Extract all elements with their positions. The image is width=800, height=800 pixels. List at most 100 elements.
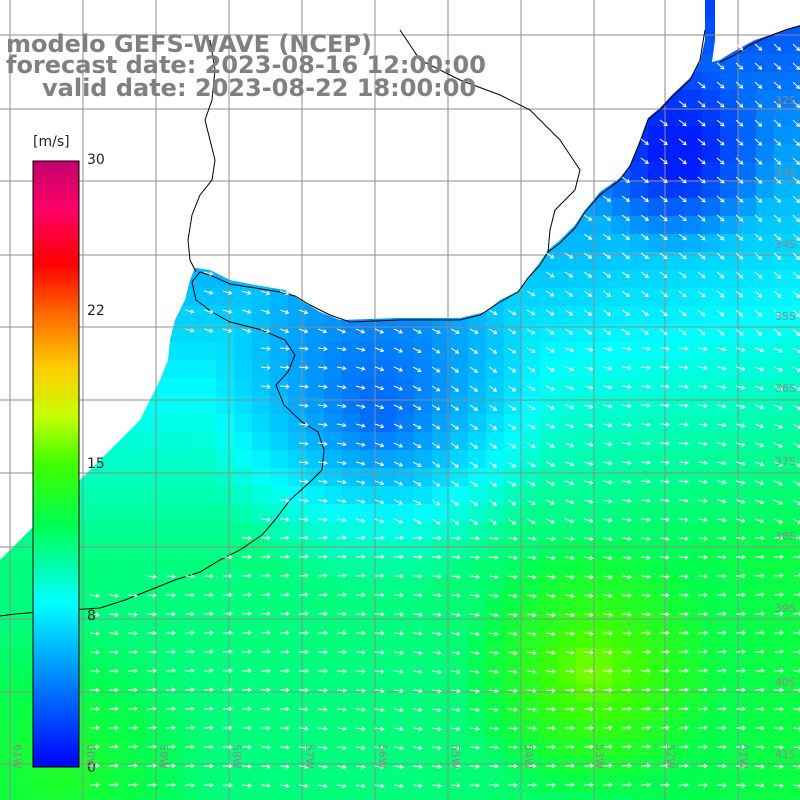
field-cell — [630, 216, 649, 235]
field-cell — [792, 432, 800, 451]
wind-arrow — [184, 763, 195, 769]
field-cell — [648, 774, 667, 793]
wind-arrow — [564, 725, 575, 731]
field-cell — [756, 108, 775, 127]
wind-arrow — [621, 782, 632, 787]
field-cell — [540, 702, 559, 721]
field-cell — [630, 738, 649, 757]
field-cell — [378, 756, 397, 775]
field-cell — [216, 540, 235, 559]
wind-arrow — [260, 764, 271, 769]
field-cell — [576, 432, 595, 451]
wind-arrow — [678, 403, 689, 408]
wind-arrow — [564, 650, 575, 655]
field-cell — [432, 630, 451, 649]
wind-arrow — [355, 347, 366, 352]
wind-arrow — [773, 461, 784, 467]
wind-arrow — [716, 403, 727, 409]
field-cell — [522, 486, 541, 505]
wind-arrow — [583, 347, 594, 352]
field-cell — [306, 756, 325, 775]
field-cell — [432, 558, 451, 577]
wind-arrow — [184, 744, 195, 750]
wind-arrow — [374, 745, 385, 751]
field-cell — [162, 666, 181, 685]
field-cell — [738, 288, 757, 307]
field-cell — [378, 360, 397, 379]
field-cell — [504, 432, 523, 451]
field-cell — [684, 324, 703, 343]
wind-arrow — [545, 650, 556, 656]
field-cell — [648, 486, 667, 505]
field-cell — [216, 774, 235, 793]
field-cell — [612, 414, 631, 433]
field-cell — [738, 702, 757, 721]
wind-arrow — [697, 706, 708, 711]
field-cell — [396, 504, 415, 523]
field-cell — [162, 522, 181, 541]
field-cell — [432, 738, 451, 757]
field-cell — [630, 234, 649, 253]
field-cell — [576, 702, 595, 721]
wind-arrow — [469, 366, 479, 373]
field-cell — [126, 522, 145, 541]
wind-arrow — [640, 725, 651, 730]
wind-arrow — [507, 499, 517, 506]
wind-arrow — [621, 403, 632, 409]
wind-arrow — [355, 573, 366, 579]
wind-arrow — [279, 290, 290, 296]
field-cell — [180, 594, 199, 613]
wind-arrow — [469, 669, 480, 675]
wind-arrow — [621, 536, 632, 542]
field-cell — [666, 306, 685, 325]
field-cell — [324, 738, 343, 757]
field-cell — [792, 198, 800, 217]
field-cell — [162, 684, 181, 703]
field-cell — [756, 396, 775, 415]
field-cell — [594, 378, 613, 397]
field-cell — [342, 450, 361, 469]
field-cell — [108, 792, 127, 800]
field-cell — [684, 198, 703, 217]
field-cell — [738, 792, 757, 800]
wind-arrow — [564, 385, 575, 391]
wind-arrow — [564, 536, 575, 542]
field-cell — [702, 792, 721, 800]
field-cell — [738, 594, 757, 613]
wind-arrow — [697, 687, 708, 692]
wind-arrow — [336, 498, 347, 504]
field-cell — [720, 396, 739, 415]
wind-arrow — [336, 365, 347, 371]
wind-arrow — [507, 555, 518, 561]
field-cell — [774, 72, 793, 91]
field-cell — [666, 342, 685, 361]
field-cell — [540, 720, 559, 739]
field-cell — [432, 504, 451, 523]
field-cell — [702, 504, 721, 523]
wind-arrow — [222, 763, 233, 769]
wind-arrow — [602, 233, 612, 240]
field-cell — [90, 738, 109, 757]
wind-arrow — [488, 631, 499, 637]
field-cell — [162, 450, 181, 469]
field-cell — [234, 684, 253, 703]
field-cell — [450, 558, 469, 577]
field-cell — [108, 630, 127, 649]
field-cell — [792, 342, 800, 361]
wind-arrow — [507, 347, 517, 354]
wind-arrow — [735, 592, 746, 598]
wind-arrow — [697, 252, 706, 260]
wind-arrow — [659, 195, 668, 203]
wind-arrow — [754, 233, 763, 241]
field-cell — [252, 666, 271, 685]
field-cell — [144, 738, 163, 757]
wind-arrow — [678, 119, 687, 127]
wind-arrow — [735, 81, 744, 89]
field-cell — [666, 162, 685, 181]
wind-arrow — [678, 271, 687, 279]
wind-arrow — [355, 611, 366, 617]
wind-arrow — [773, 745, 784, 750]
field-cell — [234, 648, 253, 667]
field-cell — [756, 630, 775, 649]
field-cell — [216, 432, 235, 451]
